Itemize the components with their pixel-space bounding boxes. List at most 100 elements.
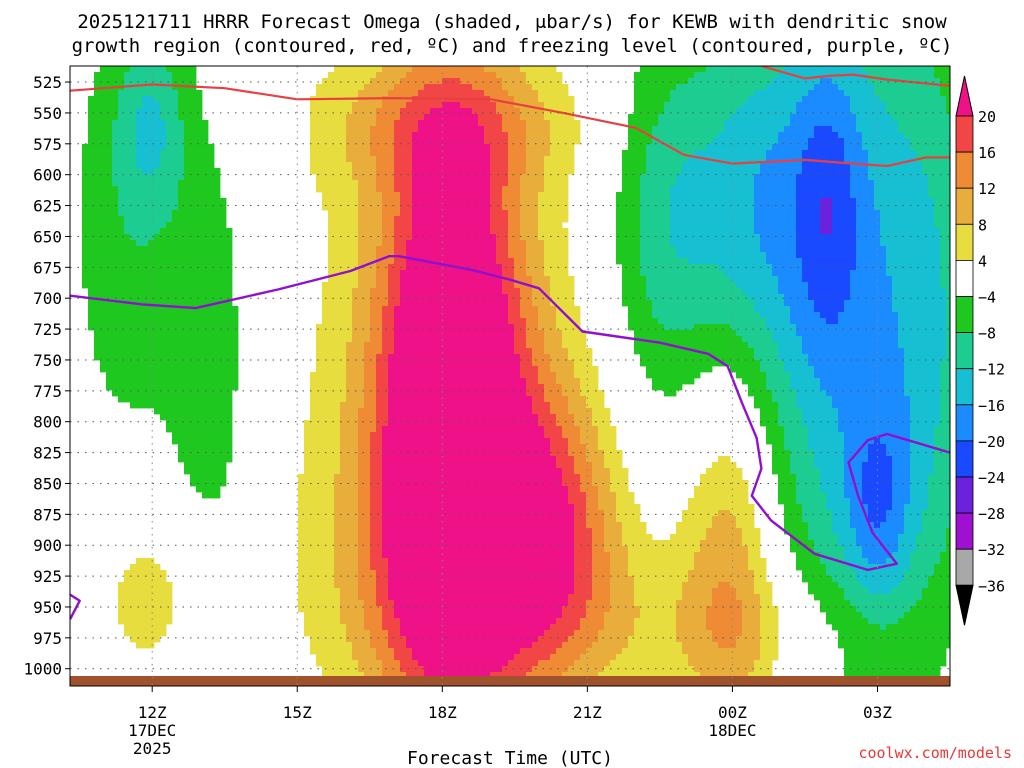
omega-cell [658, 156, 665, 163]
omega-cell [394, 198, 401, 205]
omega-cell [574, 126, 581, 133]
omega-cell [670, 174, 677, 181]
omega-cell [376, 276, 383, 283]
omega-cell [118, 132, 125, 139]
omega-cell [748, 258, 755, 265]
omega-cell [796, 108, 803, 115]
omega-cell [562, 132, 569, 139]
omega-cell [802, 276, 809, 283]
omega-cell [376, 246, 383, 253]
omega-cell [508, 234, 515, 241]
omega-cell [526, 144, 533, 151]
omega-cell [562, 276, 569, 283]
omega-cell [730, 228, 737, 235]
omega-cell [448, 66, 455, 73]
omega-cell [358, 144, 365, 151]
omega-cell [922, 114, 929, 121]
omega-cell [160, 132, 167, 139]
omega-cell [154, 168, 161, 175]
omega-cell [514, 114, 521, 121]
omega-cell [430, 264, 437, 271]
omega-cell [754, 204, 761, 211]
omega-cell [346, 180, 353, 187]
omega-cell [724, 90, 731, 97]
omega-cell [466, 306, 473, 313]
omega-cell [628, 186, 635, 193]
omega-cell [670, 138, 677, 145]
omega-cell [406, 174, 413, 181]
omega-cell [148, 204, 155, 211]
omega-cell [658, 192, 665, 199]
omega-cell [124, 156, 131, 163]
omega-cell [796, 288, 803, 295]
omega-cell [400, 258, 407, 265]
omega-cell [370, 294, 377, 301]
omega-cell [166, 258, 173, 265]
omega-cell [508, 156, 515, 163]
omega-cell [130, 168, 137, 175]
omega-cell [556, 156, 563, 163]
omega-cell [718, 210, 725, 217]
omega-cell [514, 192, 521, 199]
omega-cell [880, 264, 887, 271]
omega-cell [790, 90, 797, 97]
omega-cell [922, 258, 929, 265]
omega-cell [910, 66, 917, 73]
omega-cell [106, 300, 113, 307]
omega-cell [652, 234, 659, 241]
omega-cell [490, 114, 497, 121]
omega-cell [106, 282, 113, 289]
omega-cell [538, 96, 545, 103]
omega-cell [436, 198, 443, 205]
omega-cell [778, 150, 785, 157]
omega-cell [562, 300, 569, 307]
omega-cell [940, 204, 947, 211]
omega-cell [934, 294, 941, 301]
omega-cell [190, 186, 197, 193]
omega-cell [82, 270, 89, 277]
omega-cell [736, 288, 743, 295]
omega-cell [802, 282, 809, 289]
omega-cell [832, 168, 839, 175]
omega-cell [940, 138, 947, 145]
omega-cell [880, 78, 887, 85]
omega-cell [814, 144, 821, 151]
omega-cell [328, 78, 335, 85]
omega-cell [328, 162, 335, 169]
omega-cell [646, 144, 653, 151]
omega-cell [706, 138, 713, 145]
omega-cell [556, 72, 563, 79]
omega-cell [82, 204, 89, 211]
omega-cell [808, 282, 815, 289]
omega-cell [364, 192, 371, 199]
omega-cell [364, 198, 371, 205]
omega-cell [838, 198, 845, 205]
omega-cell [748, 276, 755, 283]
omega-cell [148, 270, 155, 277]
omega-cell [652, 66, 659, 73]
omega-cell [688, 66, 695, 73]
omega-cell [100, 192, 107, 199]
omega-cell [736, 240, 743, 247]
omega-cell [400, 78, 407, 85]
omega-cell [748, 96, 755, 103]
omega-cell [148, 66, 155, 73]
omega-cell [472, 150, 479, 157]
omega-cell [676, 210, 683, 217]
omega-cell [454, 180, 461, 187]
omega-cell [142, 306, 149, 313]
omega-cell [484, 294, 491, 301]
omega-cell [544, 144, 551, 151]
omega-cell [568, 300, 575, 307]
omega-cell [94, 246, 101, 253]
omega-cell [106, 78, 113, 85]
omega-cell [862, 180, 869, 187]
omega-cell [484, 258, 491, 265]
omega-cell [412, 84, 419, 91]
omega-cell [376, 156, 383, 163]
omega-cell [634, 114, 641, 121]
omega-cell [682, 252, 689, 259]
omega-cell [670, 192, 677, 199]
omega-cell [208, 246, 215, 253]
omega-cell [142, 228, 149, 235]
